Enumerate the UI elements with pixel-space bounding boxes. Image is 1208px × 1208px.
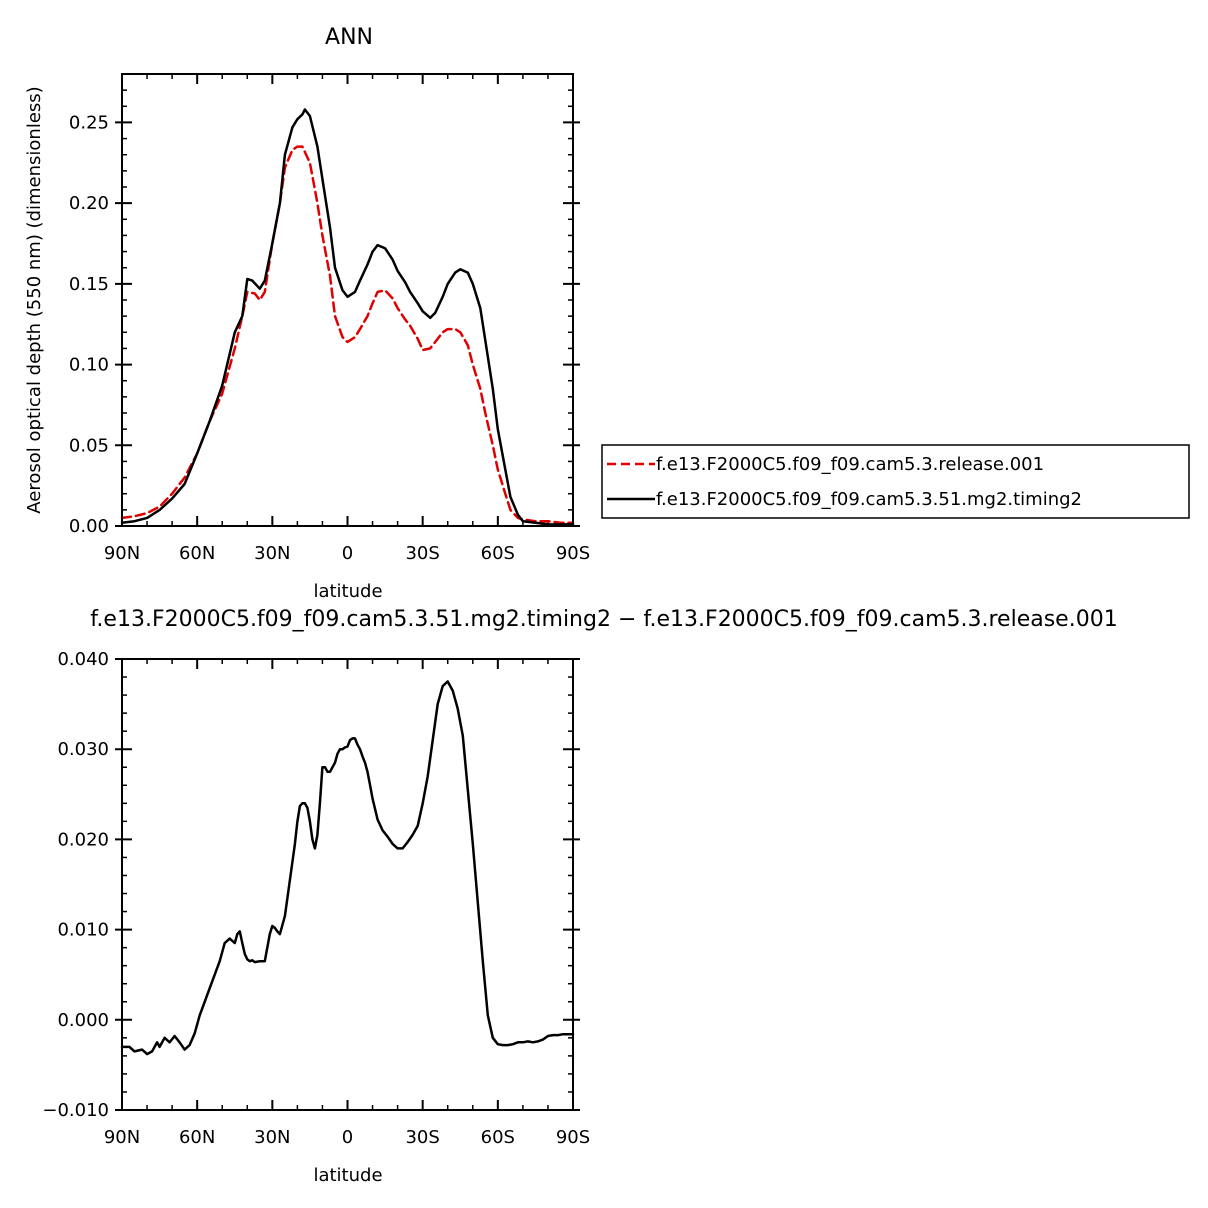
panel-bottom-frame — [121, 658, 574, 1111]
panel-bottom-title: f.e13.F2000C5.f09_f09.cam5.3.51.mg2.timi… — [90, 607, 1117, 632]
p2-x-tick-label: 60S — [481, 1127, 515, 1148]
panel-top-ticks: 90N 60N 30N 0 30S 60S 90S 0.00 0.05 0.10 0.15 0.20 0… — [69, 73, 590, 564]
p2-x-tick-label: 90S — [556, 1127, 590, 1148]
panel-top-lines — [120, 108, 575, 526]
p1-y-tick-label: 0.15 — [69, 274, 109, 295]
p2-y-tick-label: 0.010 — [57, 920, 109, 941]
p1-x-tick-label: 30S — [405, 543, 439, 564]
legend-box — [601, 444, 1190, 519]
p1-y-tick-label: 0.10 — [69, 355, 109, 376]
p2-y-tick-label: 0.030 — [57, 739, 109, 760]
p1-y-tick-label: 0.00 — [69, 516, 109, 537]
panel-top-aod: ANN Aerosol optical depth (550 nm) (dime… — [24, 25, 590, 602]
p1-series-line-1 — [120, 108, 575, 526]
p2-y-tick-label: −0.010 — [42, 1100, 109, 1121]
p2-y-tick-label: 0.020 — [57, 829, 109, 850]
p1-x-tick-label: 60N — [179, 543, 215, 564]
panel-bottom-difference: f.e13.F2000C5.f09_f09.cam5.3.51.mg2.timi… — [42, 607, 1117, 1186]
p2-x-tick-label: 30N — [254, 1127, 290, 1148]
p2-series-line-0 — [120, 680, 575, 1056]
p1-x-tick-label: 0 — [342, 543, 353, 564]
p1-y-tick-label: 0.25 — [69, 112, 109, 133]
panel-bottom-xlabel: latitude — [313, 1165, 382, 1186]
p1-x-tick-label: 60S — [481, 543, 515, 564]
legend: f.e13.F2000C5.f09_f09.cam5.3.release.001… — [601, 444, 1190, 519]
p1-x-tick-label: 90S — [556, 543, 590, 564]
legend-label-release: f.e13.F2000C5.f09_f09.cam5.3.release.001 — [656, 454, 1044, 475]
panel-top-title: ANN — [325, 25, 373, 50]
p2-x-tick-label: 0 — [342, 1127, 353, 1148]
p2-x-tick-label: 60N — [179, 1127, 215, 1148]
p2-x-tick-label: 90N — [104, 1127, 140, 1148]
panel-top-frame — [121, 73, 574, 527]
legend-label-timing2: f.e13.F2000C5.f09_f09.cam5.3.51.mg2.timi… — [656, 489, 1082, 510]
p2-y-tick-label: 0.000 — [57, 1010, 109, 1031]
panel-bottom-lines — [120, 680, 575, 1056]
p1-x-tick-label: 30N — [254, 543, 290, 564]
panel-bottom-ticks: 90N 60N 30N 0 30S 60S 90S −0.010 0.000 0.010 0.020… — [42, 649, 590, 1148]
p2-x-tick-label: 30S — [405, 1127, 439, 1148]
p1-y-tick-label: 0.20 — [69, 193, 109, 214]
panel-top-ylabel: Aerosol optical depth (550 nm) (dimensio… — [24, 86, 45, 513]
panel-top-xlabel: latitude — [313, 581, 382, 602]
p2-y-tick-label: 0.040 — [57, 649, 109, 670]
p1-y-tick-label: 0.05 — [69, 435, 109, 456]
p1-x-tick-label: 90N — [104, 543, 140, 564]
